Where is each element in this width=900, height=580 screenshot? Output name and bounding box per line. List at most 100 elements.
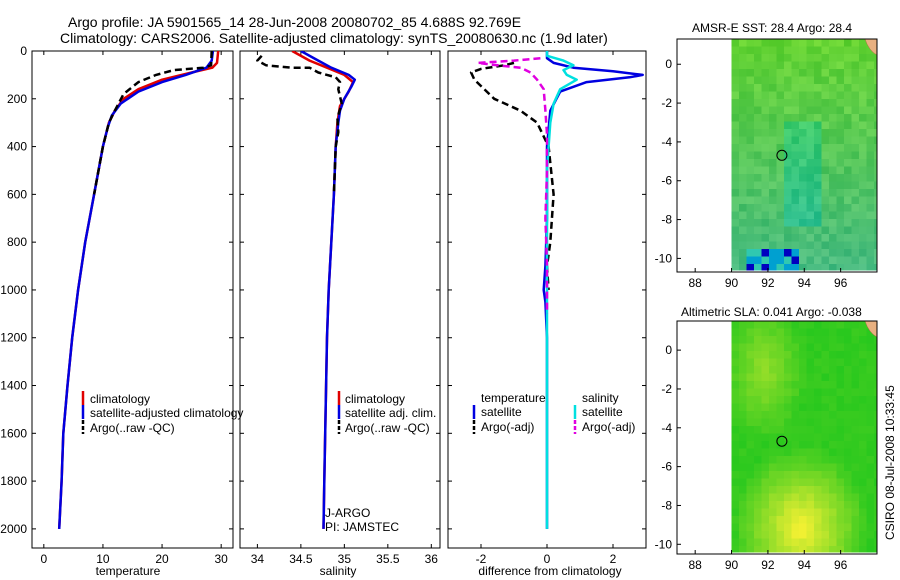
map-cell [754, 204, 762, 212]
map-cell [791, 471, 800, 479]
map-cell [769, 91, 777, 100]
map-cell [874, 493, 878, 502]
map-cell [844, 39, 852, 47]
map-cell [761, 343, 770, 352]
map-cell [806, 84, 815, 92]
map-cell [859, 129, 867, 137]
x-tick-label: 2 [610, 552, 617, 566]
map-cell [836, 403, 845, 412]
map-cell [761, 396, 770, 404]
map-cell [769, 151, 777, 160]
map-cell [739, 219, 747, 227]
map-cell [874, 546, 878, 553]
map-cell [739, 114, 747, 122]
map-cell [859, 523, 867, 532]
map-cell [731, 343, 740, 352]
map-cell [784, 226, 792, 235]
map-cell [746, 39, 755, 47]
map-cell [859, 196, 867, 205]
map-cell [866, 328, 875, 337]
map-cell [761, 264, 770, 271]
map-cell [844, 91, 852, 100]
map-cell [821, 531, 830, 539]
map-cell [874, 241, 878, 250]
map-cell [806, 136, 815, 145]
map-cell [874, 441, 878, 449]
map-cell [829, 343, 837, 352]
map-cell [776, 366, 785, 374]
map-cell [739, 358, 747, 367]
map-cell [769, 136, 777, 145]
map-cell [844, 336, 852, 344]
map-cell [739, 493, 747, 502]
y-tick-label: 1800 [0, 474, 27, 488]
map-cell [866, 478, 875, 487]
y-tick-label: -8 [661, 498, 672, 512]
map-cell [851, 328, 860, 337]
map-cell [836, 531, 845, 539]
map-cell [866, 531, 875, 539]
map-cell [739, 189, 747, 197]
map-cell [866, 181, 875, 190]
map-cell [739, 226, 747, 235]
map-cell [754, 538, 762, 547]
map-cell [821, 151, 830, 160]
map-cell [761, 388, 770, 397]
map-cell [874, 418, 878, 427]
map-cell [731, 249, 740, 257]
map-cell [776, 39, 785, 47]
map-cell [821, 396, 830, 404]
map-cell [791, 426, 800, 434]
map-cell [761, 441, 770, 449]
map-cell [799, 39, 807, 47]
map-cell [776, 211, 785, 220]
map-cell [821, 54, 830, 62]
map-cell [821, 336, 830, 344]
map-cell [851, 76, 860, 85]
map-cell [746, 396, 755, 404]
y-tick-label: 0 [665, 343, 672, 357]
map-cell [784, 174, 792, 182]
map-cell [806, 448, 815, 457]
map-cell [761, 523, 770, 532]
map-cell [799, 366, 807, 374]
map-cell [851, 144, 860, 152]
map-cell [784, 204, 792, 212]
map-cell [784, 523, 792, 532]
map-cell [836, 358, 845, 367]
map-cell [874, 196, 878, 205]
map-cell [859, 91, 867, 100]
map-cell [851, 471, 860, 479]
map-cell [821, 426, 830, 434]
map-cell [836, 538, 845, 547]
map-cell [821, 166, 830, 175]
map-cell [739, 501, 747, 509]
map-cell [851, 256, 860, 265]
map-cell [829, 264, 837, 271]
map-cell [776, 151, 785, 160]
map-cell [806, 99, 815, 107]
map-cell [761, 181, 770, 190]
map-cell [776, 84, 785, 92]
map-cell [829, 129, 837, 137]
map-cell [754, 99, 762, 107]
map-cell [821, 114, 830, 122]
map-cell [814, 321, 822, 329]
map-cell [829, 538, 837, 547]
map-cell [746, 523, 755, 532]
map-cell [859, 226, 867, 235]
map-cell [836, 381, 845, 389]
map-cell [859, 166, 867, 175]
map-cell [806, 219, 815, 227]
map-cell [851, 321, 860, 329]
map-cell [731, 516, 740, 524]
map-cell [806, 388, 815, 397]
map-cell [821, 69, 830, 77]
map-cell [836, 546, 845, 553]
map-cell [746, 493, 755, 502]
map-cell [761, 493, 770, 502]
map-cell [761, 84, 770, 92]
map-cell [829, 174, 837, 182]
map-cell [746, 211, 755, 220]
map-cell [731, 403, 740, 412]
